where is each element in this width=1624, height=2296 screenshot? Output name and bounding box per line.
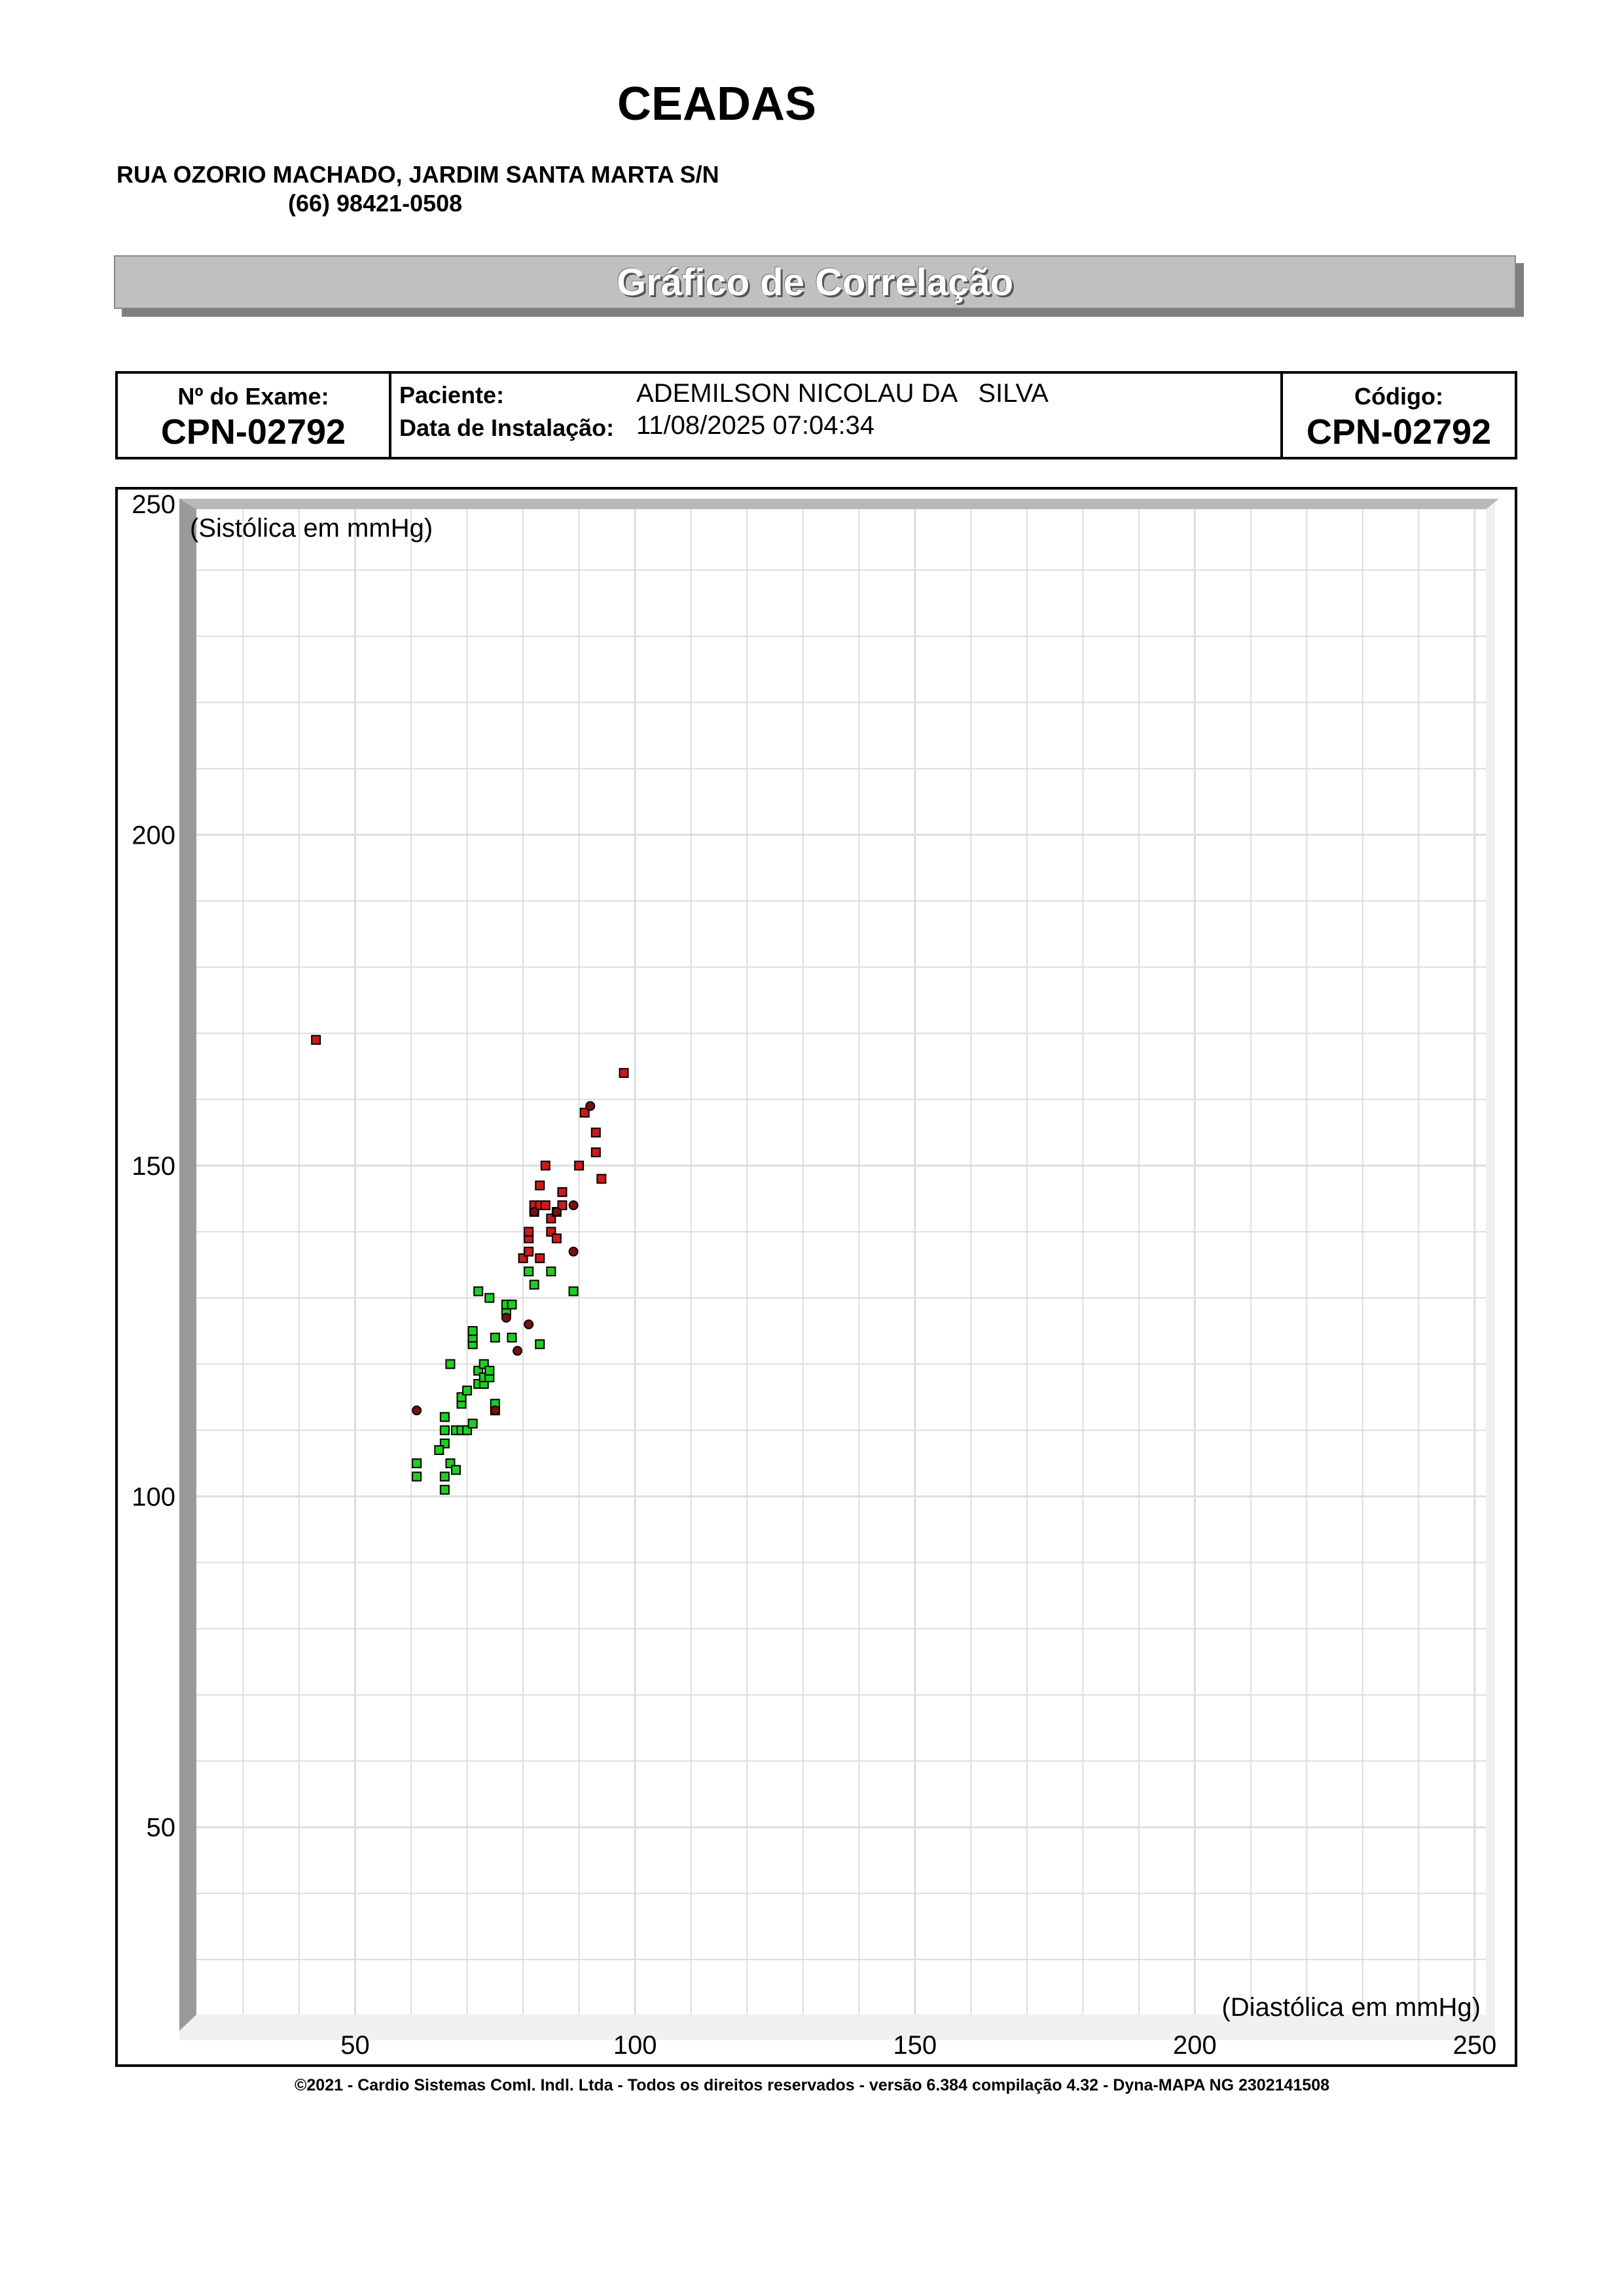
normal-point [524,1266,534,1277]
elevated-point [557,1187,568,1197]
elevated-point [619,1067,629,1078]
x-tick-label: 200 [1173,2031,1217,2060]
clinic-address: RUA OZORIO MACHADO, JARDIM SANTA MARTA S… [117,161,719,188]
normal-point [467,1418,478,1429]
elevated-point [590,1147,601,1158]
y-axis-label: (Sistólica em mmHg) [190,514,433,543]
elevated-point [557,1200,568,1211]
elevated_dark-point [585,1101,596,1111]
footer-copyright: ©2021 - Cardio Sistemas Coml. Indl. Ltda… [294,2076,1330,2094]
install-date: 11/08/2025 07:04:34 [636,411,875,440]
elevated_dark-point [551,1207,562,1217]
y-tick-label: 100 [132,1482,175,1511]
elevated-point [524,1246,534,1257]
normal-point [434,1445,444,1456]
normal-point [529,1280,539,1290]
code-label: Código: [1354,383,1443,410]
normal-point [490,1333,500,1343]
install-date-label: Data de Instalação: [399,414,615,441]
exam-number-label: Nº do Exame: [177,383,329,410]
frame-top-edge [179,499,1499,509]
exam-number-cell: Nº do Exame: CPN-02792 [118,374,391,457]
elevated-point [535,1253,545,1263]
elevated-point [535,1180,545,1191]
elevated_dark-point [568,1200,579,1211]
chart-frame: 50 100 150 200 250 50 100 150 200 250 (Sistólica … [115,487,1517,2067]
frame-left-edge [179,499,196,2031]
x-tick-label: 50 [340,2031,370,2060]
normal-point [507,1333,517,1343]
elevated_dark-point [568,1246,579,1257]
code-value: CPN-02792 [1306,412,1492,452]
elevated-point [574,1160,585,1171]
patient-name: ADEMILSON NICOLAU DA SILVA [636,379,1049,408]
clinic-phone: (66) 98421-0508 [288,190,463,217]
normal-point [462,1386,473,1396]
normal-point [450,1465,461,1475]
normal-point [546,1266,556,1277]
normal-point [568,1286,579,1297]
patient-label: Paciente: [399,382,505,408]
normal-point [439,1471,450,1482]
normal-point [484,1293,495,1303]
elevated_dark-point [513,1346,523,1356]
elevated-point [551,1233,562,1244]
exam-number: CPN-02792 [160,412,346,452]
x-tick-label: 100 [613,2031,657,2060]
clinic-name: CEADAS [617,78,817,130]
normal-point [445,1359,456,1369]
normal-point [467,1326,478,1336]
normal-point [439,1412,450,1422]
elevated-point [540,1160,550,1171]
patient-cell: Paciente: ADEMILSON NICOLAU DA SILVA Dat… [391,374,1283,457]
plot-area [196,509,1486,2015]
y-tick-label: 50 [147,1814,176,1842]
elevated_dark-point [501,1312,511,1323]
report-title: Gráfico de Correlação [617,260,1013,304]
x-axis-label: (Diastólica em mmHg) [1221,1993,1481,2022]
x-tick-label: 150 [893,2031,937,2060]
normal-point [535,1339,545,1350]
code-cell: Código: CPN-02792 [1283,374,1515,457]
y-tick-label: 250 [132,490,175,519]
normal-point [473,1286,484,1297]
y-tick-label: 150 [132,1152,175,1181]
x-tick-label: 250 [1453,2031,1497,2060]
y-tick-label: 200 [132,821,175,850]
normal-point [412,1471,422,1482]
elevated-point [540,1200,550,1211]
elevated_dark-point [490,1405,500,1416]
elevated-point [596,1174,607,1184]
correlation-chart: 50 100 150 200 250 50 100 150 200 250 (Sistólica … [132,490,1499,2060]
elevated_dark-point [412,1405,422,1416]
normal-point [484,1365,495,1376]
elevated_dark-point [529,1207,539,1217]
normal-point [439,1425,450,1435]
normal-point [412,1458,422,1469]
normal-point [439,1484,450,1495]
elevated-point [590,1127,601,1138]
normal-point [507,1299,517,1310]
elevated-point [579,1107,590,1118]
title-banner: Gráfico de Correlação [114,255,1516,309]
elevated_dark-point [524,1319,534,1329]
elevated-point [524,1227,534,1237]
exam-info-box: Nº do Exame: CPN-02792 Paciente: ADEMILS… [115,371,1517,459]
elevated-point [311,1035,321,1045]
